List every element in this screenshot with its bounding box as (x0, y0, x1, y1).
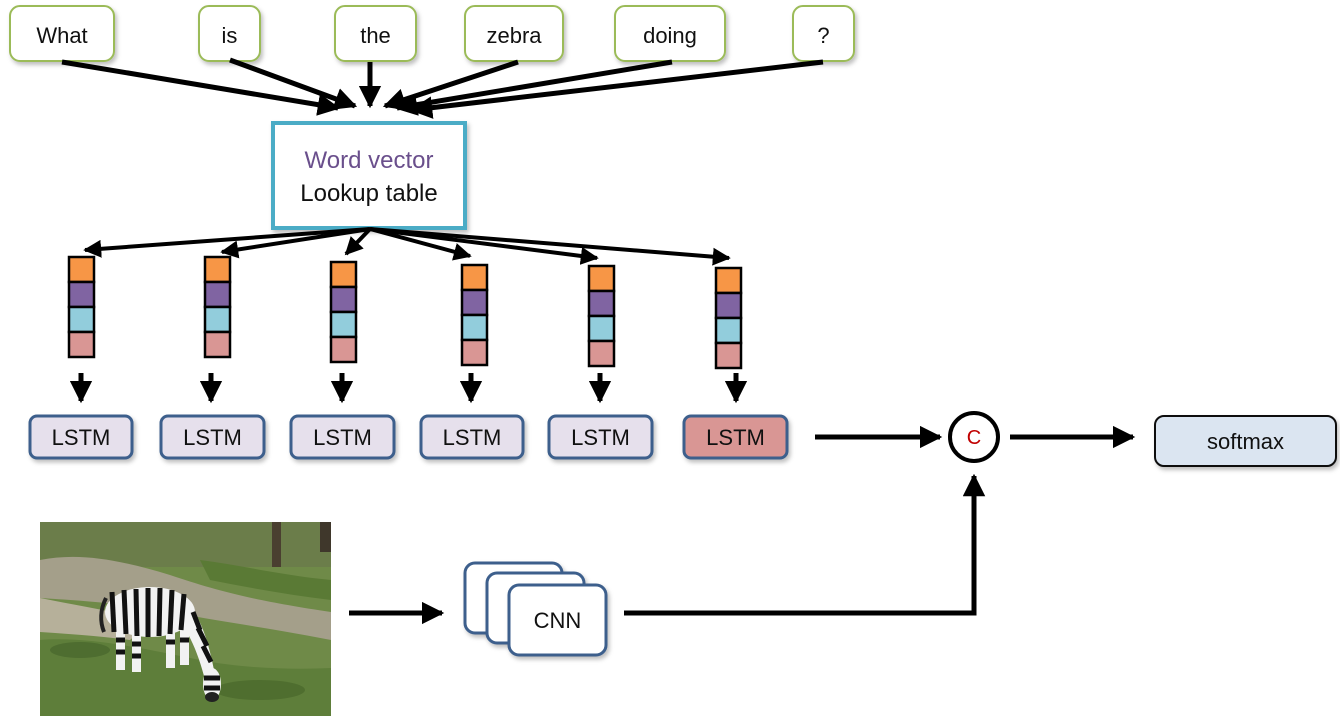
word-vector-3 (329, 260, 358, 364)
arrow (229, 57, 358, 110)
softmax-box: softmax (1154, 415, 1337, 467)
word-to-lookup-arrows (61, 57, 824, 119)
word-label: doing (643, 23, 697, 48)
word-vector-6 (714, 266, 743, 370)
lookup-subtitle: Lookup table (300, 180, 437, 207)
lstm-cell-3: LSTM (289, 414, 396, 460)
lstm-label: LSTM (183, 425, 242, 450)
cnn-stack: CNN (463, 561, 608, 657)
lookup-table-box: Word vector Lookup table (271, 121, 467, 230)
lookup-to-vector-arrows (83, 227, 731, 266)
word-box-question-mark: ? (792, 5, 855, 62)
lstm-cell-1: LSTM (28, 414, 134, 460)
word-label: ? (817, 23, 829, 48)
word-vector-1 (67, 255, 96, 359)
concat-node: C (948, 411, 1000, 463)
zebra-photo (40, 522, 331, 716)
lstm-cell-2: LSTM (159, 414, 266, 460)
lstm-label: LSTM (706, 425, 765, 450)
lookup-title: Word vector (305, 147, 434, 174)
word-box-zebra: zebra (464, 5, 564, 62)
word-label: the (360, 23, 391, 48)
arrow (83, 227, 371, 258)
arrow (61, 59, 341, 116)
concat-label: C (967, 427, 981, 449)
lstm-label: LSTM (571, 425, 630, 450)
lstm-label: LSTM (52, 425, 111, 450)
word-box-doing: doing (614, 5, 726, 62)
lstm-cell-final: LSTM (682, 414, 789, 460)
arrow (394, 59, 673, 116)
lstm-cell-5: LSTM (547, 414, 654, 460)
cnn-to-concat-arrow (624, 473, 986, 616)
word-box-is: is (198, 5, 261, 62)
cnn-label: CNN (534, 608, 582, 633)
lstm-label: LSTM (313, 425, 372, 450)
word-label: is (222, 23, 238, 48)
word-vector-5 (587, 264, 616, 368)
word-label: What (36, 23, 87, 48)
arrow (344, 227, 372, 256)
word-vector-4 (460, 263, 489, 367)
word-box-what: What (9, 5, 115, 62)
word-box-the: the (334, 5, 417, 62)
arrow (409, 59, 824, 119)
zebra-figure (99, 587, 221, 702)
arrow (369, 227, 731, 266)
lstm-label: LSTM (443, 425, 502, 450)
word-label: zebra (486, 23, 542, 48)
lstm-cell-4: LSTM (419, 414, 525, 460)
word-vector-2 (203, 255, 232, 359)
arrow (220, 227, 371, 259)
softmax-label: softmax (1207, 429, 1284, 454)
vector-to-lstm-arrows (69, 373, 748, 404)
arrow (369, 227, 472, 261)
